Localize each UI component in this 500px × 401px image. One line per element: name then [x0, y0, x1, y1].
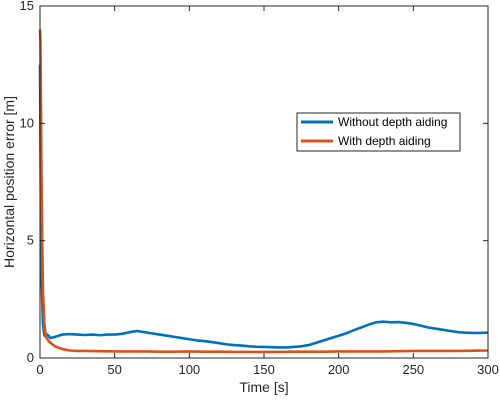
series-line-with-depth-aiding — [38, 29, 489, 354]
x-tick-label-200: 200 — [328, 362, 350, 377]
y-tick-label-5: 5 — [27, 233, 34, 248]
plot-frame — [39, 5, 489, 359]
series-line-without-depth-aiding — [38, 64, 489, 349]
legend-box — [296, 112, 461, 152]
legend-label-with-depth-aiding: With depth aiding — [338, 134, 431, 148]
legend-label-without-depth-aiding: Without depth aiding — [338, 115, 447, 129]
y-tick-label-15: 15 — [20, 0, 34, 13]
y-tick-label-10: 10 — [20, 115, 34, 130]
x-tick-label-250: 250 — [402, 362, 424, 377]
x-tick-label-50: 50 — [107, 362, 121, 377]
series-layer — [38, 29, 489, 354]
x-axis-label: Time [s] — [239, 379, 288, 395]
y-axis-label: Horizontal position error [m] — [1, 96, 17, 268]
x-tick-label-100: 100 — [178, 362, 200, 377]
x-tick-label-300: 300 — [477, 362, 499, 377]
plot-background — [40, 6, 488, 358]
x-tick-label-0: 0 — [36, 362, 43, 377]
x-tick-label-150: 150 — [253, 362, 275, 377]
y-tick-label-0: 0 — [27, 350, 34, 365]
legend: Without depth aiding With depth aiding — [296, 112, 461, 152]
